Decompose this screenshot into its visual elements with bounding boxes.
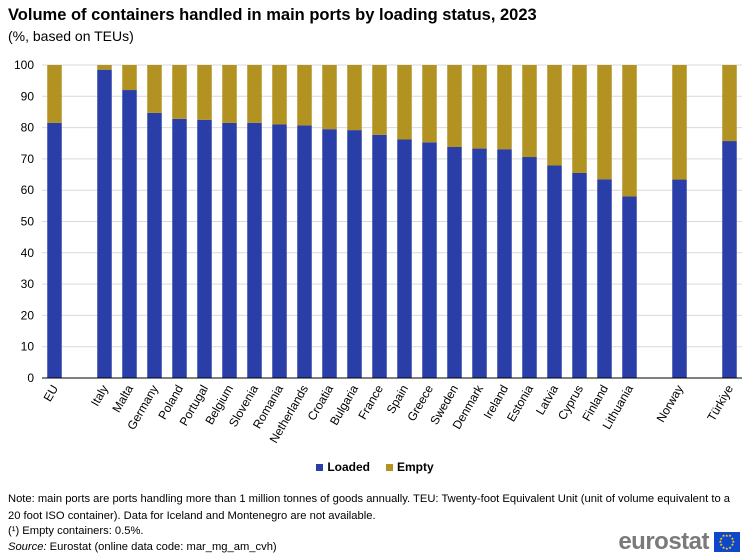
bar-empty <box>172 65 187 119</box>
bar-loaded <box>497 149 512 378</box>
bar-empty <box>297 65 312 126</box>
bar-loaded <box>447 147 462 378</box>
bar-loaded <box>247 122 262 378</box>
bar-loaded <box>272 124 287 378</box>
source-text: Eurostat (online data code: mar_mg_am_cv… <box>46 541 277 553</box>
bar-empty <box>397 65 412 140</box>
flag-star-icon: ★ <box>728 533 732 539</box>
y-tick-label: 70 <box>21 152 35 166</box>
bar-loaded <box>547 165 562 378</box>
bar-empty <box>722 65 737 142</box>
bar-empty <box>222 65 237 123</box>
bar-empty <box>522 65 537 158</box>
flag-star-icon: ★ <box>731 539 736 544</box>
bar-loaded <box>197 119 212 379</box>
y-tick-label: 0 <box>27 371 34 385</box>
eu-flag-icon: ★ ★ ★ ★ ★ ★ ★ ★ ★ ★ ★ ★ <box>714 532 740 552</box>
bar-empty <box>472 65 487 149</box>
y-tick-label: 50 <box>21 215 35 229</box>
bar-empty <box>347 65 362 131</box>
bar-empty <box>372 65 387 135</box>
bar-loaded <box>397 139 412 378</box>
legend-swatch-empty <box>385 463 393 471</box>
x-tick-label: France <box>355 382 386 422</box>
bar-empty <box>622 65 637 197</box>
bar-empty <box>322 65 337 130</box>
flag-star-icon: ★ <box>725 532 729 538</box>
bar-empty <box>547 65 562 166</box>
legend-label-loaded: Loaded <box>327 460 370 474</box>
y-tick-label: 20 <box>21 308 35 322</box>
bar-loaded <box>372 134 387 378</box>
logo-text: eurostat <box>618 528 709 555</box>
bar-empty <box>122 65 137 91</box>
bar-loaded <box>172 118 187 378</box>
bar-loaded <box>722 141 737 378</box>
bar-loaded <box>522 157 537 378</box>
bar-loaded <box>97 69 112 378</box>
legend-item-loaded: Loaded <box>316 460 370 474</box>
note-text: Note: main ports are ports handling more… <box>8 493 730 522</box>
bar-loaded <box>572 172 587 378</box>
bar-loaded <box>622 196 637 378</box>
chart-note: Note: main ports are ports handling more… <box>8 491 736 525</box>
flag-star-icon: ★ <box>730 542 735 548</box>
y-tick-label: 30 <box>21 277 35 291</box>
bar-loaded <box>672 179 687 378</box>
bar-loaded <box>322 129 337 378</box>
x-tick-label: EU <box>41 383 61 404</box>
y-tick-label: 90 <box>21 89 35 103</box>
bar-empty <box>447 65 462 148</box>
legend-item-empty: Empty <box>385 460 434 474</box>
bar-loaded <box>147 112 162 378</box>
chart-legend: Loaded Empty <box>0 460 750 474</box>
bar-empty <box>147 65 162 113</box>
bar-empty <box>197 65 212 120</box>
legend-swatch-loaded <box>316 463 324 471</box>
bar-loaded <box>297 125 312 378</box>
y-tick-label: 100 <box>14 58 34 72</box>
bar-empty <box>47 65 62 123</box>
bar-loaded <box>472 148 487 378</box>
flag-star-icon: ★ <box>721 533 726 539</box>
flag-star-icon: ★ <box>725 545 729 551</box>
chart-source: Source: Eurostat (online data code: mar_… <box>8 541 277 553</box>
x-tick-label: Türkiye <box>704 382 736 423</box>
eurostat-logo: eurostat ★ ★ ★ ★ ★ ★ ★ ★ ★ ★ ★ ★ <box>618 528 740 556</box>
bar-empty <box>497 65 512 150</box>
flag-star-icon: ★ <box>718 539 723 544</box>
bar-empty <box>572 65 587 173</box>
y-tick-label: 80 <box>21 121 35 135</box>
bar-empty <box>422 65 437 143</box>
flag-star-icon: ★ <box>719 535 723 541</box>
flag-star-icon: ★ <box>719 542 723 548</box>
flag-star-icon: ★ <box>721 544 726 550</box>
bar-loaded <box>422 142 437 378</box>
bar-loaded <box>47 122 62 378</box>
chart-footnote: (¹) Empty containers: 0.5%. <box>8 525 144 537</box>
bar-empty <box>247 65 262 123</box>
bar-loaded <box>347 130 362 378</box>
flag-star-icon: ★ <box>728 544 732 550</box>
bar-empty <box>272 65 287 125</box>
legend-label-empty: Empty <box>396 460 434 474</box>
x-tick-label: Norway <box>654 383 686 425</box>
bar-loaded <box>222 122 237 378</box>
y-tick-label: 10 <box>21 340 35 354</box>
y-tick-label: 60 <box>21 183 35 197</box>
chart-subtitle: (%, based on TEUs) <box>8 28 134 44</box>
x-tick-label: Italy <box>88 383 111 409</box>
bar-loaded <box>597 179 612 378</box>
bar-loaded <box>122 90 137 378</box>
bar-empty <box>97 65 112 70</box>
source-label: Source: <box>8 541 47 553</box>
bar-empty <box>672 65 687 180</box>
y-tick-label: 40 <box>21 246 35 260</box>
bar-empty <box>597 65 612 180</box>
chart-title: Volume of containers handled in main por… <box>8 6 537 24</box>
flag-star-icon: ★ <box>730 535 735 541</box>
